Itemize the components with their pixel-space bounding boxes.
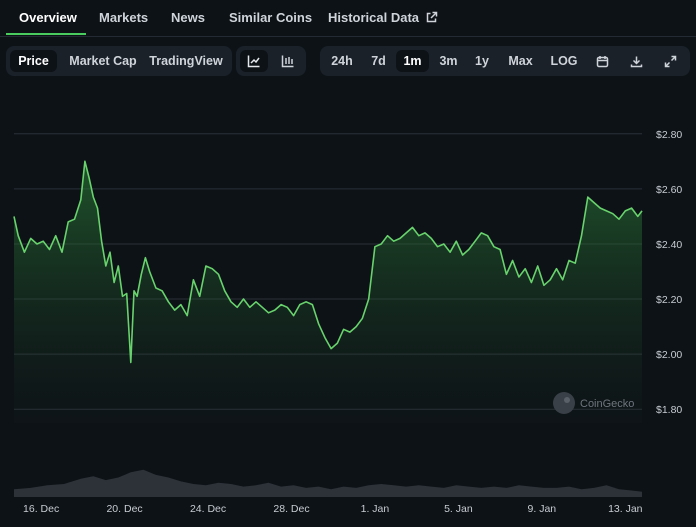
tab-markets[interactable]: Markets [99, 10, 149, 25]
y-tick-label-4: $2.00 [656, 349, 682, 361]
x-axis-labels: 16. Dec 20. Dec 24. Dec 28. Dec 1. Jan 5. Jan… [23, 503, 643, 515]
range-1m[interactable]: 1m [396, 50, 429, 72]
range-7d[interactable]: 7d [371, 54, 386, 68]
line-chart-icon [247, 55, 260, 68]
candlestick-chart-button[interactable] [274, 50, 302, 72]
range-24h[interactable]: 24h [331, 54, 353, 68]
price-area-fill [14, 161, 642, 424]
y-tick-label-1: $2.60 [656, 184, 682, 196]
x-tick-label-4: 1. Jan [361, 503, 390, 515]
range-max[interactable]: Max [508, 54, 533, 68]
external-link-icon [426, 11, 438, 23]
tab-historical-data-label: Historical Data [328, 10, 420, 25]
calendar-icon [596, 55, 608, 67]
fullscreen-button[interactable] [656, 50, 684, 72]
market-cap-tab[interactable]: Market Cap [69, 54, 137, 68]
x-tick-label-0: 16. Dec [23, 503, 59, 515]
chart-view-selector [236, 46, 306, 76]
log-toggle[interactable]: LOG [550, 54, 578, 68]
fullscreen-icon [664, 55, 676, 67]
active-tab-indicator [6, 33, 86, 35]
x-tick-label-5: 5. Jan [444, 503, 473, 515]
x-tick-label-6: 9. Jan [528, 503, 557, 515]
candlestick-chart-icon [281, 55, 294, 68]
top-navigation: Overview Markets News Similar Coins Hist… [0, 0, 696, 37]
range-1y[interactable]: 1y [475, 54, 489, 68]
x-tick-label-1: 20. Dec [106, 503, 142, 515]
download-icon [630, 56, 642, 67]
price-line [13, 160, 643, 364]
y-axis-labels: $2.80 $2.60 $2.40 $2.20 $2.00 $1.80 [656, 129, 682, 416]
tab-similar-coins[interactable]: Similar Coins [229, 10, 313, 25]
y-tick-label-2: $2.40 [656, 239, 682, 251]
chart-type-selector: Price Market Cap TradingView [6, 46, 232, 76]
tab-news[interactable]: News [171, 10, 205, 25]
coingecko-logo-icon [553, 392, 575, 414]
tab-overview[interactable]: Overview [19, 10, 77, 25]
date-range-button[interactable] [588, 50, 616, 72]
tab-historical-data[interactable]: Historical Data [328, 10, 438, 25]
y-tick-label-5: $1.80 [656, 404, 682, 416]
price-area [13, 160, 643, 424]
download-button[interactable] [622, 50, 650, 72]
x-tick-label-2: 24. Dec [190, 503, 226, 515]
y-tick-label-3: $2.20 [656, 294, 682, 306]
x-tick-label-3: 28. Dec [273, 503, 309, 515]
x-tick-label-7: 13. Jan [608, 503, 643, 515]
tradingview-tab[interactable]: TradingView [149, 54, 223, 68]
range-3m[interactable]: 3m [439, 54, 458, 68]
volume-shape [14, 469, 642, 497]
volume-area [14, 469, 642, 497]
watermark: CoinGecko [553, 392, 634, 414]
y-tick-label-0: $2.80 [656, 129, 682, 141]
watermark-text: CoinGecko [580, 398, 634, 410]
coingecko-logo-eye [564, 397, 570, 403]
time-range-selector: 24h 7d 1m 3m 1y Max LOG [320, 46, 690, 76]
price-tab[interactable]: Price [10, 50, 57, 72]
line-chart-button[interactable] [240, 50, 268, 72]
